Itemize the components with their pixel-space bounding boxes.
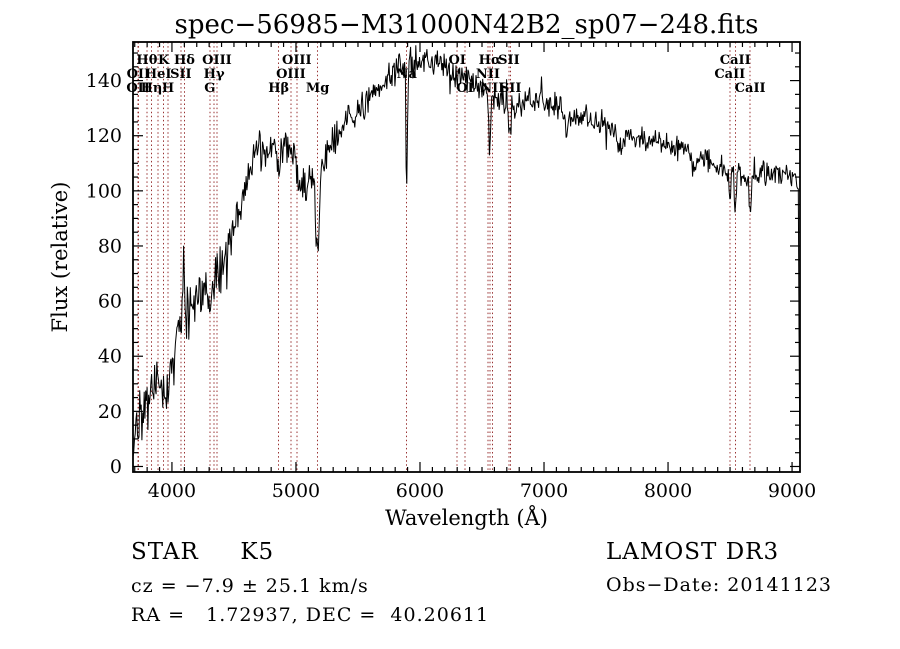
spectral-line-label: Hθ [136, 53, 157, 68]
spectral-line-label: Hδ [174, 53, 195, 68]
spectral-line-label: Hβ [268, 81, 289, 96]
x-tick-label: 5000 [272, 480, 320, 502]
spectral-line-label: Hγ [204, 67, 225, 82]
spectral-line-label: NII [476, 67, 500, 82]
spectral-line-label: OI [448, 53, 465, 68]
y-axis-label: Flux (relative) [48, 181, 72, 333]
spectral-line-label: CaII [735, 81, 766, 96]
spectral-line-label: Na [397, 67, 418, 82]
spectral-line-label: H [162, 81, 174, 96]
x-tick-label: 8000 [644, 480, 692, 502]
ra-dec-text: RA = 1.72937, DEC = 40.20611 [131, 604, 490, 626]
spectral-line-label: OI [456, 81, 473, 96]
plot-frame [132, 41, 801, 473]
y-tick-label: 40 [98, 346, 122, 368]
survey-release-text: LAMOST DR3 [606, 539, 780, 565]
y-tick-label: 60 [98, 291, 122, 313]
spectral-line-label: Hη [141, 81, 163, 96]
spectral-line-label: K [158, 53, 170, 68]
classification-text: STAR K5 [131, 539, 275, 565]
x-axis-label: Wavelength (Å) [385, 506, 548, 530]
y-tick-label: 20 [98, 401, 122, 423]
y-tick-label: 120 [86, 125, 122, 147]
x-tick-label: 7000 [520, 480, 568, 502]
spectral-line-label: SII [170, 67, 192, 82]
spectrum-trace [132, 45, 801, 457]
spectral-line-label: NII [480, 81, 504, 96]
spectral-line-label: OIII [276, 67, 306, 82]
y-tick-label: 80 [98, 235, 122, 257]
y-tick-label: 140 [86, 70, 122, 92]
spectral-line-label: OII [126, 81, 150, 96]
spectral-line-label: CaII [720, 53, 751, 68]
spectral-line-label: SII [500, 81, 522, 96]
y-tick-label: 100 [86, 180, 122, 202]
y-tick-label: 0 [110, 456, 122, 478]
x-tick-label: 4000 [148, 480, 196, 502]
spectral-line-label: CaII [714, 67, 745, 82]
cz-velocity-text: cz = −7.9 ± 25.1 km/s [131, 575, 369, 597]
spectral-line-label: Hα [479, 53, 501, 68]
spectral-line-label: OII [127, 67, 151, 82]
x-tick-label: 9000 [768, 480, 816, 502]
spectral-line-label: OIII [202, 53, 232, 68]
plot-title: spec−56985−M31000N42B2_sp07−248.fits [174, 10, 759, 40]
x-tick-label: 6000 [396, 480, 444, 502]
spectral-line-label: SII [498, 53, 520, 68]
obs-date-text: Obs−Date: 20141123 [606, 574, 832, 596]
spectral-line-label: HeI [145, 67, 172, 82]
spectral-line-label: Mg [306, 81, 329, 96]
spectral-line-label: G [204, 81, 215, 96]
spectral-line-label: OIII [282, 53, 312, 68]
